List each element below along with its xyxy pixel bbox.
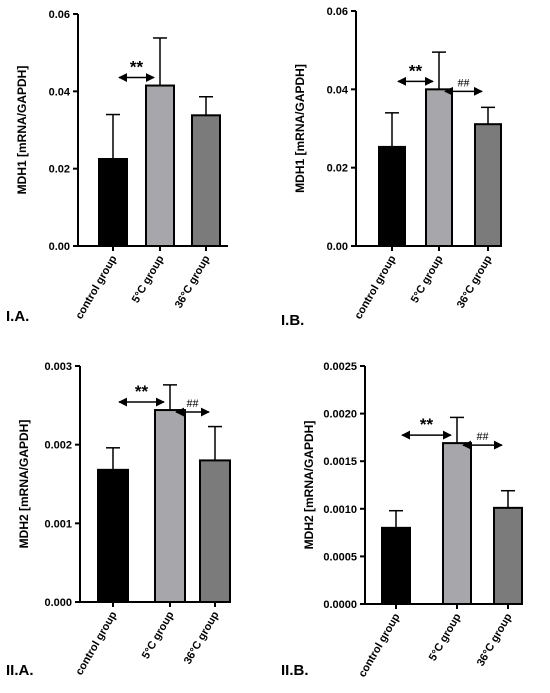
category-label: 5°C group: [130, 253, 167, 305]
y-axis-title: MDH1 [mRNA/GAPDH]: [15, 66, 29, 195]
bar: [381, 526, 411, 605]
category-label: 36°C group: [182, 609, 222, 666]
y-tick-label: 0.06: [327, 6, 348, 18]
y-tick-label: 0.00: [327, 241, 348, 253]
bar: [199, 459, 231, 604]
category-label: control group: [73, 609, 119, 677]
category-label: control group: [356, 611, 402, 679]
category-label: control group: [352, 253, 398, 321]
y-tick-label: 0.04: [327, 84, 349, 96]
chart-panel-mdh2-b: 0.0000 0.0005 0.0010 0.0015 0.0020 0.0025 MDH2…: [275, 344, 550, 688]
bar: [493, 506, 523, 606]
significance-label: **: [420, 415, 434, 434]
bar: [474, 123, 502, 247]
bar: [97, 468, 129, 603]
bar: [378, 145, 406, 248]
y-tick-label: 0.002: [44, 440, 72, 452]
y-tick-label: 0.0015: [323, 456, 357, 468]
y-axis-title: MDH1 [mRNA/GAPDH]: [293, 64, 307, 193]
y-tick-label: 0.001: [44, 518, 72, 530]
chart-svg: 0.000 0.001 0.002 0.003 MDH2 [mRNA/GAPDH] con…: [17, 361, 231, 677]
panel-label: I.A.: [6, 308, 30, 325]
y-axis-title: MDH2 [mRNA/GAPDH]: [302, 421, 316, 550]
category-label: 36°C group: [173, 253, 213, 310]
panel-label: II.A.: [6, 662, 34, 679]
bar: [191, 114, 221, 247]
category-label: 36°C group: [475, 611, 515, 668]
significance-label: **: [409, 61, 423, 80]
category-label: control group: [73, 253, 119, 321]
y-tick-label: 0.02: [49, 164, 70, 176]
bar: [145, 84, 175, 247]
chart-panel-mdh1-b: 0.00 0.02 0.04 0.06 MDH1 [mRNA/GAPDH] control…: [275, 0, 550, 344]
y-tick-label: 0.0000: [323, 599, 357, 611]
y-tick-label: 0.00: [49, 241, 70, 253]
category-label: 5°C group: [140, 609, 177, 661]
category-label: 5°C group: [427, 611, 464, 663]
y-tick-label: 0.000: [44, 597, 72, 609]
category-label: 5°C group: [409, 253, 446, 305]
significance-label: ##: [477, 429, 489, 443]
significance-label: ##: [187, 396, 199, 410]
significance-label: **: [135, 382, 149, 401]
chart-svg: 0.00 0.02 0.04 0.06 MDH1 [mRNA/GAPDH] control…: [293, 6, 502, 321]
category-label: 36°C group: [455, 253, 495, 310]
chart-svg: 0.00 0.02 0.04 0.06 MDH1 [mRNA/GAPDH] control…: [15, 9, 228, 321]
y-tick-label: 0.0005: [323, 551, 357, 563]
y-tick-label: 0.0025: [323, 361, 357, 373]
bar: [98, 158, 128, 247]
significance-label: **: [130, 58, 144, 77]
bar: [442, 442, 472, 605]
chart-panel-mdh2-a: 0.000 0.001 0.002 0.003 MDH2 [mRNA/GAPDH] con…: [0, 344, 275, 688]
y-tick-label: 0.02: [327, 163, 348, 175]
chart-panel-mdh1-a: 0.00 0.02 0.04 0.06 MDH1 [mRNA/GAPDH] control…: [0, 0, 275, 344]
y-axis-title: MDH2 [mRNA/GAPDH]: [17, 420, 31, 549]
bar: [154, 409, 186, 604]
y-tick-label: 0.0010: [323, 504, 357, 516]
y-tick-label: 0.06: [49, 9, 70, 21]
panel-label: I.B.: [281, 312, 305, 329]
bar: [425, 88, 453, 248]
panel-label: II.B.: [281, 662, 309, 679]
y-tick-label: 0.003: [44, 361, 72, 373]
y-tick-label: 0.0020: [323, 409, 357, 421]
significance-label: ##: [458, 75, 470, 89]
chart-svg: 0.0000 0.0005 0.0010 0.0015 0.0020 0.0025 MDH2…: [302, 361, 523, 679]
y-tick-label: 0.04: [49, 86, 71, 98]
